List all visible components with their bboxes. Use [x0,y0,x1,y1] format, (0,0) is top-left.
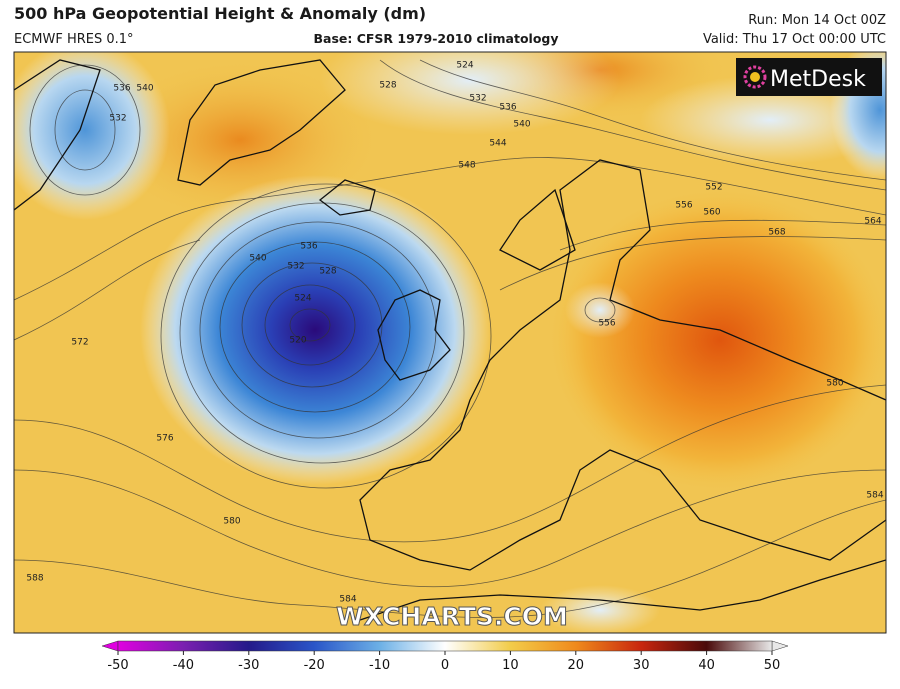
contour-label: 556 [598,319,615,329]
anomaly-area [14,52,170,220]
anomaly-area [640,75,886,165]
contour-label: 580 [223,517,240,527]
contour-label: 520 [289,336,306,346]
contour-label: 524 [456,61,473,71]
colorbar-tick-label: 40 [698,658,715,673]
colorbar-tick-label: 10 [502,658,519,673]
colorbar-tick-label: 50 [764,658,781,673]
colorbar-tick-label: -20 [304,658,325,673]
contour-label: 588 [26,574,43,584]
contour-label: 584 [339,595,356,605]
colorbar-tick-label: -10 [369,658,390,673]
colorbar-tick-label: 0 [441,658,449,673]
anomaly-area [140,175,490,485]
anomaly-area [320,52,620,135]
contours [14,59,886,618]
contour-label: 576 [156,434,173,444]
contour-label: 524 [294,294,311,304]
logo-icon [743,65,767,89]
contour-label: 532 [287,262,304,272]
logo: MetDesk [770,67,866,92]
contour-label: 544 [489,139,506,149]
contour-label: 560 [703,208,720,218]
contour-label: 556 [675,201,692,211]
colorbar-arrow [771,640,789,652]
contour-label: 532 [109,114,126,124]
colorbar-bar [117,640,773,652]
contour-label: 540 [513,120,530,130]
colorbar: -50 -40 -30 -20 -10 0 10 20 30 40 50 [101,640,789,673]
contour-label: 536 [300,242,317,252]
contour-labels: 532 540 536 528 524 532 536 540 544 548 552 556 560 5… [26,61,883,605]
contour-label: 540 [136,84,153,94]
contour-label: 528 [379,81,396,91]
map: 532 540 536 528 524 532 536 540 544 548 552 556 560 5… [14,52,886,633]
colorbar-tick-label: -40 [173,658,194,673]
contour-label: 552 [705,183,722,193]
contour-label: 532 [469,94,486,104]
logo-box [736,58,882,96]
anomaly-area [565,282,635,338]
colorbar-tick-label: 30 [633,658,650,673]
contour-label: 580 [826,379,843,389]
contour-label: 568 [768,228,785,238]
colorbar-tick-label: 20 [568,658,585,673]
valid: Valid: Thu 17 Oct 00:00 UTC [703,32,886,47]
colorbar-tick-label: -30 [238,658,259,673]
contour-label: 536 [499,103,516,113]
watermark: WXCHARTS.COM [336,602,568,631]
model: ECMWF HRES 0.1° [14,32,134,47]
contour-label: 564 [864,217,881,227]
anomaly-area [550,190,886,490]
contour-label: 528 [319,267,336,277]
map-frame [13,51,887,634]
contour-label: 548 [458,161,475,171]
contour-label: 572 [71,338,88,348]
colorbar-tick-label: -50 [107,658,128,673]
colorbar-arrow [101,640,119,652]
base: Base: CFSR 1979-2010 climatology [313,31,558,46]
run: Run: Mon 14 Oct 00Z [748,13,886,28]
coastlines [14,59,886,621]
title: 500 hPa Geopotential Height & Anomaly (d… [14,4,426,23]
contour-label: 584 [866,491,883,501]
contour-label: 536 [113,84,130,94]
contour-label: 540 [249,254,266,264]
